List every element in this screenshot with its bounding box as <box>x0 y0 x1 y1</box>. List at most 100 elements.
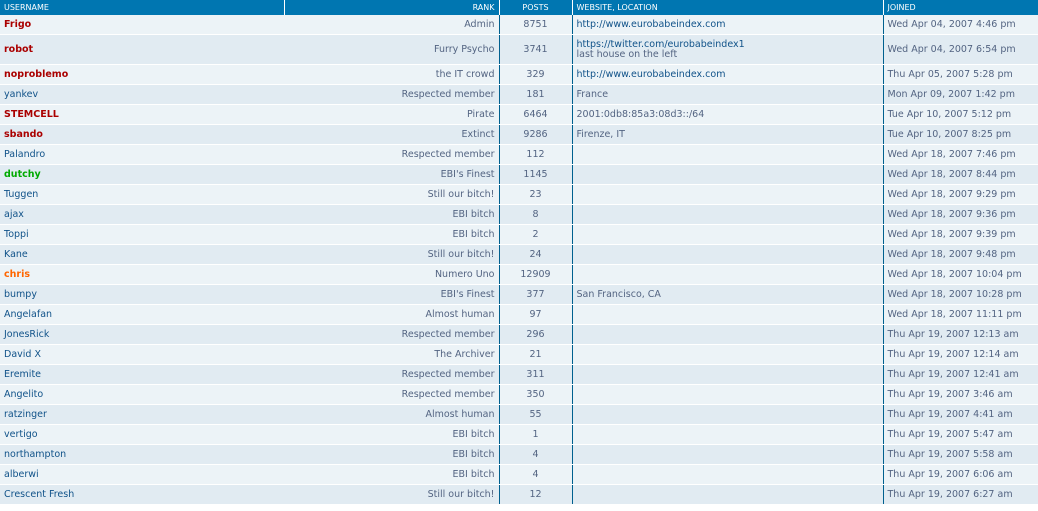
username-link[interactable]: Tuggen <box>4 189 39 200</box>
username-link[interactable]: bumpy <box>4 289 37 300</box>
location-cell <box>572 224 884 245</box>
posts-cell[interactable]: 24 <box>499 244 573 265</box>
username-link[interactable]: sbando <box>4 129 43 140</box>
posts-cell[interactable]: 329 <box>499 64 573 85</box>
joined-cell: Thu Apr 19, 2007 12:13 am <box>883 324 1038 345</box>
posts-cell[interactable]: 350 <box>499 384 573 405</box>
username-link[interactable]: Eremite <box>4 369 42 380</box>
website-link[interactable]: http://www.eurobabeindex.com <box>576 19 726 30</box>
username-link[interactable]: STEMCELL <box>4 109 59 120</box>
table-row: noproblemo the IT crowd 329 http://www.e… <box>0 64 1038 85</box>
username-cell: chris <box>0 264 284 285</box>
username-link[interactable]: robot <box>4 44 34 55</box>
posts-cell[interactable]: 181 <box>499 84 573 105</box>
rank-cell: Extinct <box>284 124 500 145</box>
location-cell <box>572 244 884 265</box>
posts-cell[interactable]: 3741 <box>499 34 573 65</box>
username-link[interactable]: Angelito <box>4 389 44 400</box>
username-cell: David X <box>0 344 284 365</box>
header-website-location[interactable]: WEBSITE, LOCATION <box>572 0 884 15</box>
username-link[interactable]: yankev <box>4 89 39 100</box>
website-link[interactable]: https://twitter.com/eurobabeindex1 <box>576 38 745 50</box>
posts-cell[interactable]: 9286 <box>499 124 573 145</box>
posts-cell[interactable]: 12909 <box>499 264 573 285</box>
posts-cell[interactable]: 1145 <box>499 164 573 185</box>
joined-cell: Wed Apr 18, 2007 7:46 pm <box>883 144 1038 165</box>
table-row: dutchy EBI's Finest 1145 Wed Apr 18, 200… <box>0 164 1038 185</box>
joined-cell: Wed Apr 18, 2007 10:28 pm <box>883 284 1038 305</box>
posts-cell[interactable]: 311 <box>499 364 573 385</box>
location-cell <box>572 304 884 325</box>
username-cell: alberwi <box>0 464 284 485</box>
rank-cell: Respected member <box>284 144 500 165</box>
table-row: Frigo Admin 8751 http://www.eurobabeinde… <box>0 15 1038 35</box>
joined-cell: Thu Apr 19, 2007 12:14 am <box>883 344 1038 365</box>
rank-cell: Admin <box>284 15 500 35</box>
username-cell: Crescent Fresh <box>0 484 284 505</box>
username-link[interactable]: Kane <box>4 249 28 260</box>
username-cell: Kane <box>0 244 284 265</box>
joined-cell: Mon Apr 09, 2007 1:42 pm <box>883 84 1038 105</box>
username-link[interactable]: Crescent Fresh <box>4 489 75 500</box>
username-cell: noproblemo <box>0 64 284 85</box>
posts-cell[interactable]: 6464 <box>499 104 573 125</box>
posts-cell[interactable]: 12 <box>499 484 573 505</box>
posts-cell[interactable]: 21 <box>499 344 573 365</box>
username-cell: Angelito <box>0 384 284 405</box>
table-row: alberwi EBI bitch 4 Thu Apr 19, 2007 6:0… <box>0 464 1038 485</box>
posts-cell[interactable]: 8 <box>499 204 573 225</box>
location-cell <box>572 444 884 465</box>
username-link[interactable]: noproblemo <box>4 69 69 80</box>
username-link[interactable]: ajax <box>4 209 24 220</box>
table-row: Palandro Respected member 112 Wed Apr 18… <box>0 144 1038 165</box>
username-link[interactable]: chris <box>4 269 30 280</box>
rank-cell: Respected member <box>284 364 500 385</box>
username-cell: Tuggen <box>0 184 284 205</box>
header-posts[interactable]: POSTS <box>499 0 573 15</box>
username-link[interactable]: alberwi <box>4 469 39 480</box>
username-link[interactable]: JonesRick <box>4 329 50 340</box>
location-cell <box>572 464 884 485</box>
rank-cell: Still our bitch! <box>284 184 500 205</box>
joined-cell: Wed Apr 18, 2007 10:04 pm <box>883 264 1038 285</box>
header-username[interactable]: USERNAME <box>0 0 285 15</box>
posts-cell[interactable]: 377 <box>499 284 573 305</box>
username-link[interactable]: Angelafan <box>4 309 53 320</box>
username-link[interactable]: northampton <box>4 449 67 460</box>
header-rank[interactable]: RANK <box>284 0 500 15</box>
username-link[interactable]: dutchy <box>4 169 41 180</box>
username-cell: Eremite <box>0 364 284 385</box>
website-link[interactable]: http://www.eurobabeindex.com <box>576 69 726 80</box>
posts-cell[interactable]: 296 <box>499 324 573 345</box>
posts-cell[interactable]: 97 <box>499 304 573 325</box>
username-link[interactable]: ratzinger <box>4 409 47 420</box>
location-cell <box>572 344 884 365</box>
username-cell: Palandro <box>0 144 284 165</box>
location-cell: San Francisco, CA <box>572 284 884 305</box>
posts-cell[interactable]: 4 <box>499 464 573 485</box>
posts-cell[interactable]: 4 <box>499 444 573 465</box>
username-link[interactable]: vertigo <box>4 429 38 440</box>
location-text: last house on the left <box>576 48 678 60</box>
posts-cell[interactable]: 112 <box>499 144 573 165</box>
username-link[interactable]: David X <box>4 349 41 360</box>
joined-cell: Thu Apr 19, 2007 3:46 am <box>883 384 1038 405</box>
username-link[interactable]: Frigo <box>4 19 32 30</box>
joined-cell: Wed Apr 18, 2007 8:44 pm <box>883 164 1038 185</box>
joined-cell: Thu Apr 19, 2007 6:06 am <box>883 464 1038 485</box>
username-link[interactable]: Palandro <box>4 149 46 160</box>
posts-cell[interactable]: 8751 <box>499 15 573 35</box>
posts-cell[interactable]: 23 <box>499 184 573 205</box>
username-link[interactable]: Toppi <box>4 229 29 240</box>
username-cell: JonesRick <box>0 324 284 345</box>
posts-cell[interactable]: 55 <box>499 404 573 425</box>
username-cell: Angelafan <box>0 304 284 325</box>
table-row: Angelito Respected member 350 Thu Apr 19… <box>0 384 1038 405</box>
header-joined[interactable]: JOINED <box>883 0 1038 15</box>
location-cell <box>572 324 884 345</box>
rank-cell: Respected member <box>284 84 500 105</box>
posts-cell[interactable]: 1 <box>499 424 573 445</box>
joined-cell: Thu Apr 19, 2007 4:41 am <box>883 404 1038 425</box>
posts-cell[interactable]: 2 <box>499 224 573 245</box>
